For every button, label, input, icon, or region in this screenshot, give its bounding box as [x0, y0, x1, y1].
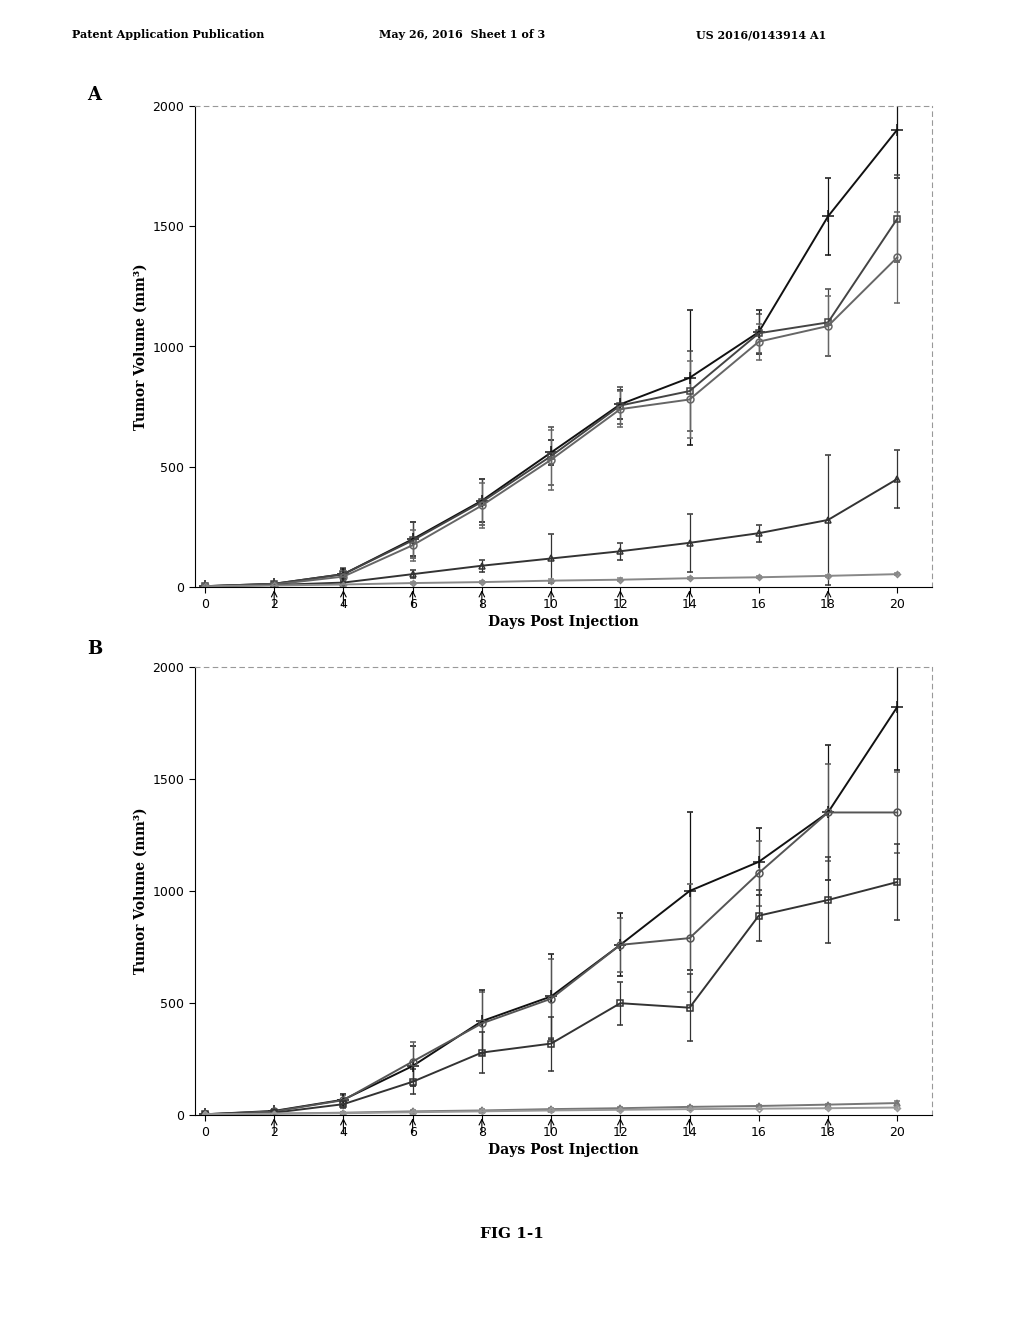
Text: B: B	[87, 640, 102, 659]
Text: US 2016/0143914 A1: US 2016/0143914 A1	[696, 29, 826, 40]
Y-axis label: Tumor Volume (mm³): Tumor Volume (mm³)	[134, 263, 148, 430]
X-axis label: Days Post Injection: Days Post Injection	[487, 615, 639, 630]
Text: FIG 1-1: FIG 1-1	[480, 1228, 544, 1241]
Text: A: A	[87, 86, 101, 104]
Y-axis label: Tumor Volume (mm³): Tumor Volume (mm³)	[134, 808, 148, 974]
Text: May 26, 2016  Sheet 1 of 3: May 26, 2016 Sheet 1 of 3	[379, 29, 545, 40]
Text: Patent Application Publication: Patent Application Publication	[72, 29, 264, 40]
X-axis label: Days Post Injection: Days Post Injection	[487, 1143, 639, 1158]
